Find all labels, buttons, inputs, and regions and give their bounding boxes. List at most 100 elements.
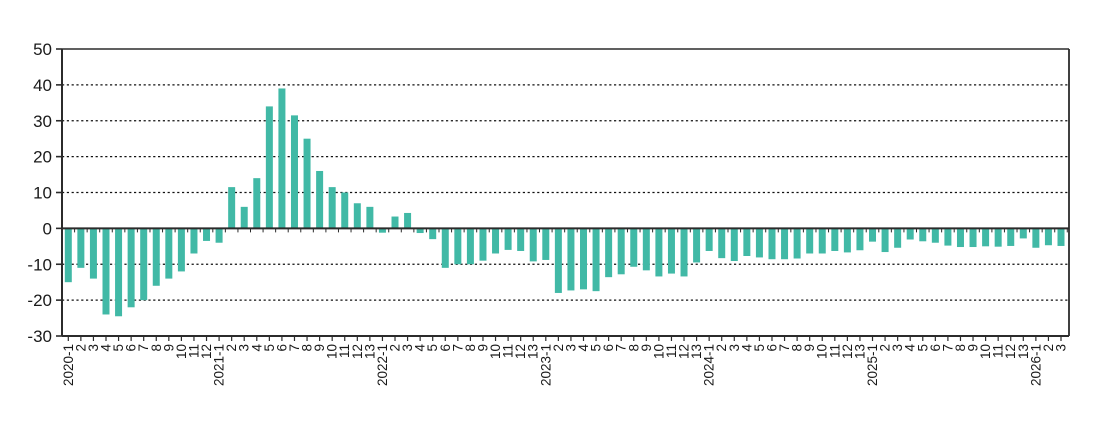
x-tick-label: 13	[526, 344, 541, 359]
bar	[140, 228, 148, 301]
x-tick-label: 3	[890, 344, 905, 352]
bar	[64, 228, 72, 283]
x-tick-label: 9	[639, 344, 654, 352]
y-axis: 50 40 30 20 10 0 -10 -20 -30	[27, 40, 62, 346]
x-tick-label: 8	[790, 344, 805, 352]
bar	[605, 228, 613, 278]
x-tick-label: 5	[752, 344, 767, 352]
x-tick-label: 11	[501, 344, 516, 358]
x-tick-label: 7	[287, 344, 302, 352]
bar	[89, 228, 97, 279]
bar	[529, 228, 537, 262]
bars	[64, 88, 1065, 317]
bar	[479, 228, 487, 261]
bar	[894, 228, 902, 248]
bar	[969, 228, 977, 248]
bar	[831, 228, 839, 251]
x-tick-label: 9	[312, 344, 327, 352]
bar	[115, 228, 123, 317]
x-tick-label: 12	[1003, 344, 1018, 359]
x-tick-label: 10	[488, 344, 503, 359]
y-tick-label: 20	[33, 148, 52, 167]
zero-line-group	[62, 227, 1069, 233]
x-tick-label: 8	[463, 344, 478, 352]
x-tick-label: 11	[337, 344, 352, 358]
bar	[542, 228, 550, 260]
bar	[1019, 228, 1027, 239]
bar	[378, 228, 386, 233]
bar	[781, 228, 789, 260]
y-tick-label: 0	[43, 219, 52, 238]
x-tick-label: 6	[601, 344, 616, 352]
x-tick-label: 6	[124, 344, 139, 352]
x-tick-label: 4	[413, 344, 428, 352]
x-tick-label: 11	[827, 344, 842, 358]
x-tick-label: 12	[840, 344, 855, 359]
x-tick-label: 6	[438, 344, 453, 352]
x-tick-label: 4	[576, 344, 591, 352]
bar	[768, 228, 776, 260]
x-tick-label: 2	[551, 344, 566, 352]
x-tick-label: 2023-1	[538, 344, 553, 386]
x-tick-label: 2021-1	[212, 344, 227, 386]
x-tick-label: 10	[651, 344, 666, 359]
x-tick-label: 3	[1054, 344, 1069, 352]
bar	[1057, 228, 1065, 246]
bar	[743, 228, 751, 256]
bar	[152, 228, 160, 286]
x-tick-label: 5	[262, 344, 277, 352]
x-tick-label: 12	[513, 344, 528, 359]
bar	[944, 228, 952, 246]
x-tick-label: 2026-1	[1028, 344, 1043, 386]
bar	[102, 228, 110, 315]
bar	[278, 88, 286, 229]
x-tick-label: 11	[664, 344, 679, 358]
x-tick-label: 5	[111, 344, 126, 352]
x-tick-label: 9	[802, 344, 817, 352]
bar	[755, 228, 763, 258]
x-tick-label: 3	[86, 344, 101, 352]
x-tick-label: 2	[224, 344, 239, 352]
bar	[303, 138, 311, 229]
bar	[77, 228, 85, 268]
bar	[869, 228, 877, 242]
x-tick-label: 7	[136, 344, 151, 352]
bar	[190, 228, 198, 254]
bar	[404, 212, 412, 229]
bar	[1032, 228, 1040, 248]
x-tick-label: 12	[677, 344, 692, 359]
y-tick-label: 40	[33, 76, 52, 95]
x-tick-label: 8	[149, 344, 164, 352]
bar	[1007, 228, 1015, 246]
x-tick-label: 6	[764, 344, 779, 352]
y-tick-label: -10	[27, 255, 52, 274]
bar	[215, 228, 223, 243]
x-tick-label: 10	[174, 344, 189, 359]
bar	[253, 178, 261, 229]
x-tick-label: 2	[73, 344, 88, 352]
x-tick-label: 2	[1041, 344, 1056, 352]
bar	[265, 106, 273, 229]
x-tick-label: 2022-1	[375, 344, 390, 386]
bar	[630, 228, 638, 267]
x-tick-label: 7	[450, 344, 465, 352]
x-tick-label: 13	[852, 344, 867, 359]
bar	[454, 228, 462, 265]
x-tick-label: 3	[563, 344, 578, 352]
bar	[353, 203, 361, 229]
bar	[391, 216, 399, 229]
bar	[793, 228, 801, 259]
bar	[994, 228, 1002, 247]
x-tick-label: 4	[739, 344, 754, 352]
x-tick-label: 2	[388, 344, 403, 352]
x-tick-label: 6	[928, 344, 943, 352]
x-tick-label: 5	[589, 344, 604, 352]
x-tick-label: 2020-1	[61, 344, 76, 386]
x-tick-label: 4	[98, 344, 113, 352]
bar	[504, 228, 512, 250]
x-tick-label: 5	[425, 344, 440, 352]
x-tick-label: 5	[915, 344, 930, 352]
x-tick-label: 8	[953, 344, 968, 352]
bar	[956, 228, 964, 248]
x-tick-label: 2	[714, 344, 729, 352]
